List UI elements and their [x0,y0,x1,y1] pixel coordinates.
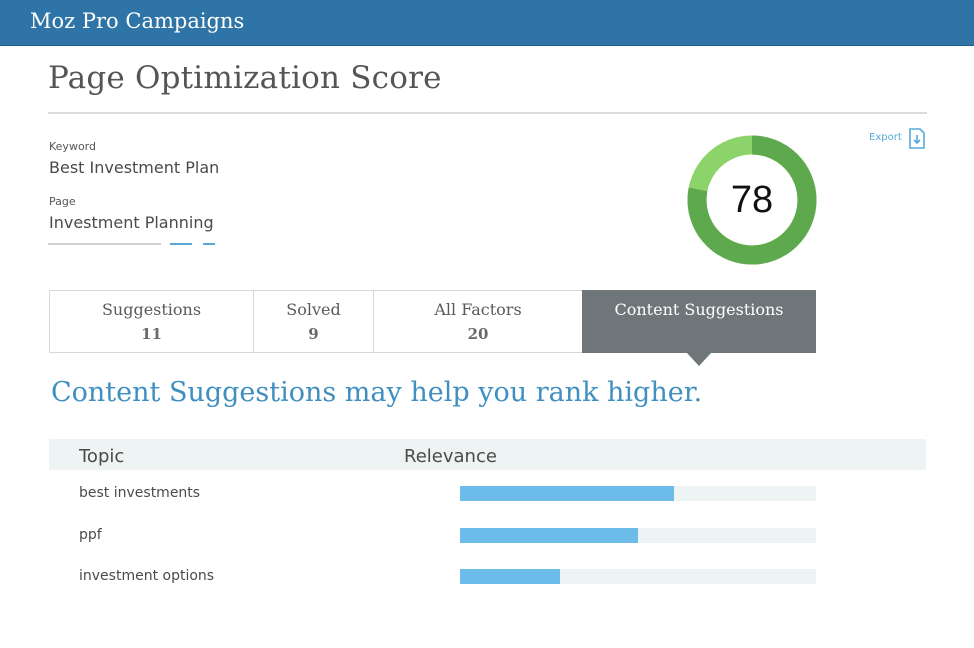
score-ring-filled [687,135,817,265]
relevance-bar-track [460,486,816,501]
relevance-bar-fill [460,528,638,543]
content-headline: Content Suggestions may help you rank hi… [51,377,703,408]
topic-name: ppf [79,527,102,543]
topic-name: investment options [79,568,215,584]
relevance-bar-track [460,569,816,584]
tab-all-factors-count: 20 [467,325,489,343]
top-navigation-bar: Moz Pro Campaigns [0,0,974,46]
page-underline-accent [170,243,192,245]
tab-suggestions-count: 11 [141,325,162,343]
page-title: Page Optimization Score [48,60,442,96]
export-download-icon [909,128,925,149]
page-underline-accent-short [203,243,215,245]
tab-solved-label: Solved [286,300,341,319]
table-row: investment options [49,562,926,592]
keyword-value: Best Investment Plan [49,158,220,177]
table-row: ppf [49,521,926,551]
table-header: Topic Relevance [49,439,926,470]
score-value: 78 [730,179,774,221]
tab-all-factors[interactable]: All Factors 20 [373,290,583,353]
column-header-topic: Topic [79,446,125,467]
topic-name: best investments [79,485,201,501]
table-row: best investments [49,479,926,509]
export-button[interactable]: Export [869,127,929,151]
app-title[interactable]: Moz Pro Campaigns [30,9,245,33]
optimization-score-gauge: 78 [686,135,818,265]
score-tabs: Suggestions 11 Solved 9 All Factors 20 C… [49,290,816,353]
export-label: Export [869,132,902,143]
keyword-label: Keyword [49,140,96,153]
score-donut [687,135,817,265]
tab-solved[interactable]: Solved 9 [253,290,374,353]
page-label: Page [49,195,76,208]
relevance-bar-fill [460,569,560,584]
column-header-relevance: Relevance [404,446,497,467]
page-underline-grey [48,243,161,245]
tab-all-factors-label: All Factors [434,300,522,319]
tab-content-suggestions[interactable]: Content Suggestions [582,290,816,353]
tab-suggestions[interactable]: Suggestions 11 [49,290,254,353]
tab-content-suggestions-label: Content Suggestions [614,300,784,319]
tab-suggestions-label: Suggestions [101,300,202,319]
tab-solved-count: 9 [308,325,319,343]
relevance-bar-fill [460,486,674,501]
title-divider [48,112,927,114]
relevance-bar-track [460,528,816,543]
active-tab-pointer [687,353,711,366]
page-value: Investment Planning [49,213,214,232]
